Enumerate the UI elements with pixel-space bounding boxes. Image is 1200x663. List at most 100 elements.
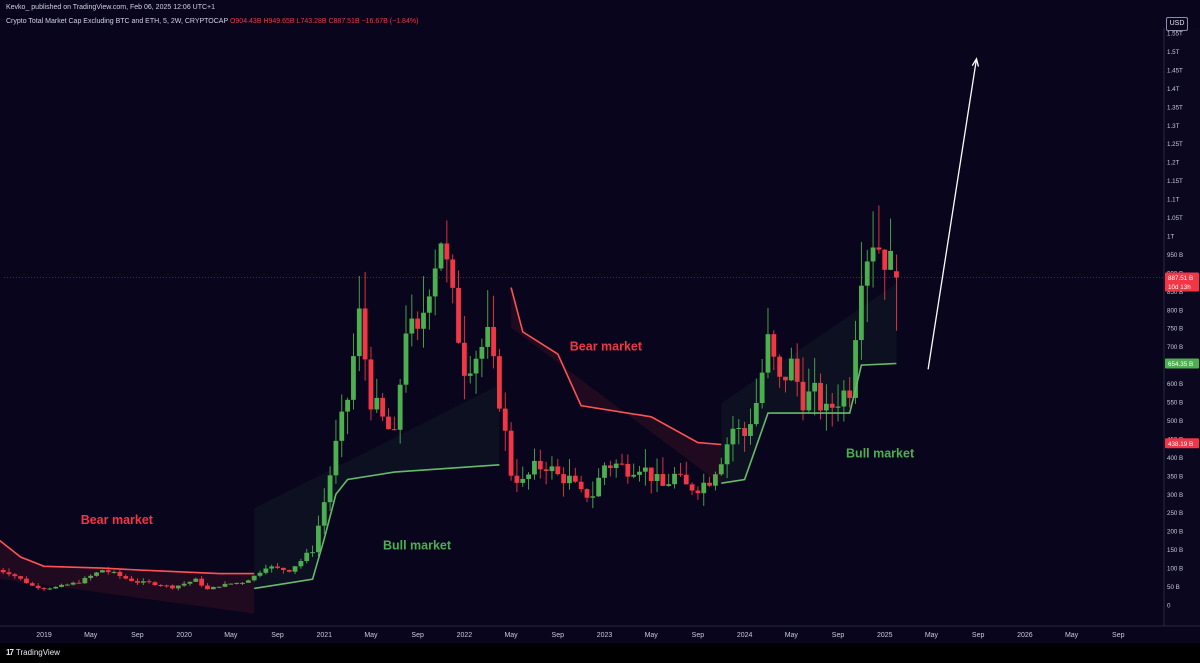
current-price-tag: 887.51 B — [1168, 275, 1193, 282]
candle-body — [409, 318, 415, 334]
y-tick-label: 1.25T — [1167, 141, 1183, 148]
x-tick-label: Sep — [552, 632, 565, 639]
y-tick-label: 50 B — [1167, 584, 1180, 591]
x-tick-label: May — [504, 632, 518, 639]
currency-button[interactable]: USD — [1166, 17, 1188, 31]
candle-body — [841, 390, 847, 407]
candle-body — [882, 249, 888, 270]
candle-body — [713, 474, 718, 486]
y-tick-label: 800 B — [1167, 307, 1183, 314]
candle-body — [193, 578, 199, 582]
candle-body — [753, 402, 759, 425]
bull-zone-fill — [721, 283, 897, 484]
candle-body — [12, 574, 18, 577]
footer-brand: 17 TradingView — [6, 648, 60, 657]
candle-body — [421, 312, 426, 329]
candle-body — [47, 588, 53, 590]
candle-body — [152, 582, 158, 585]
candle-body — [672, 473, 677, 485]
bear-zone-fill — [511, 287, 722, 485]
candle-body — [41, 588, 47, 590]
ohlc-open: O904.43B — [229, 18, 262, 25]
x-tick-label: Sep — [692, 632, 705, 639]
candle-body — [415, 318, 421, 329]
x-tick-label: 2019 — [36, 632, 52, 639]
candle-body — [199, 578, 205, 586]
candle-body — [94, 572, 99, 576]
candle-body — [269, 566, 275, 569]
candle-body — [695, 490, 701, 494]
candle-body — [391, 429, 397, 431]
y-tick-label: 0 — [1167, 603, 1171, 610]
candle-body — [0, 569, 6, 573]
candle-body — [759, 372, 765, 403]
x-tick-label: Sep — [832, 632, 845, 639]
x-tick-label: May — [224, 632, 238, 639]
candle-body — [310, 552, 315, 554]
candle-body — [146, 581, 152, 583]
candle-body — [18, 576, 24, 579]
candle-body — [584, 489, 590, 498]
x-tick-label: Sep — [411, 632, 424, 639]
y-tick-label: 950 B — [1167, 252, 1183, 259]
x-tick-label: 2021 — [316, 632, 332, 639]
candle-body — [380, 397, 386, 417]
y-tick-label: 850 B — [1167, 289, 1183, 296]
candle-body — [117, 571, 123, 577]
candle-body — [794, 358, 800, 382]
y-tick-label: 1.4T — [1167, 86, 1180, 93]
candle-body — [748, 424, 753, 436]
x-tick-label: May — [1065, 632, 1079, 639]
y-tick-label: 1.05T — [1167, 215, 1183, 222]
candle-body — [356, 308, 362, 357]
candle-body — [742, 427, 748, 436]
candle-body — [263, 568, 269, 573]
market-phase-label: Bull market — [846, 446, 915, 460]
candle-body — [362, 308, 368, 360]
x-tick-label: 2024 — [737, 632, 753, 639]
candle-body — [170, 585, 175, 589]
y-tick-label: 100 B — [1167, 566, 1183, 573]
candle-body — [561, 474, 567, 484]
candle-body — [631, 474, 637, 477]
candle-body — [339, 411, 345, 441]
candle-body — [345, 399, 351, 412]
candles-group — [0, 205, 899, 591]
countdown-tag-bg — [1165, 281, 1199, 292]
countdown-tag: 10d 13h — [1168, 284, 1191, 291]
candle-body — [216, 586, 222, 588]
candle-body — [99, 570, 105, 573]
candle-body — [473, 358, 479, 374]
candle-body — [64, 584, 70, 586]
candle-body — [438, 243, 444, 269]
x-tick-label: May — [645, 632, 659, 639]
candle-body — [497, 356, 502, 409]
candle-body — [82, 577, 88, 584]
support-price-tag-bg — [1165, 358, 1199, 369]
bull-trail-line — [721, 362, 897, 484]
candle-body — [210, 586, 216, 590]
candle-body — [549, 466, 555, 472]
candle-body — [829, 403, 835, 408]
candle-body — [823, 403, 829, 411]
tradingview-logo-icon: 17 — [6, 648, 14, 657]
bull-zone-fill — [254, 384, 500, 589]
candle-body — [689, 484, 695, 491]
candle-body — [24, 578, 29, 584]
candle-body — [368, 359, 374, 410]
symbol-line: Crypto Total Market Cap Excluding BTC an… — [6, 18, 418, 25]
footer-bar — [0, 643, 1200, 663]
y-tick-label: 1.35T — [1167, 104, 1183, 111]
candle-body — [765, 334, 771, 373]
candle-body — [864, 261, 870, 286]
candle-body — [88, 575, 94, 578]
x-tick-label: 2022 — [457, 632, 473, 639]
candle-body — [386, 416, 391, 430]
candle-body — [578, 481, 584, 490]
candle-body — [870, 247, 876, 262]
candle-body — [105, 570, 111, 573]
x-tick-label: 2023 — [597, 632, 613, 639]
candle-body — [351, 356, 356, 400]
